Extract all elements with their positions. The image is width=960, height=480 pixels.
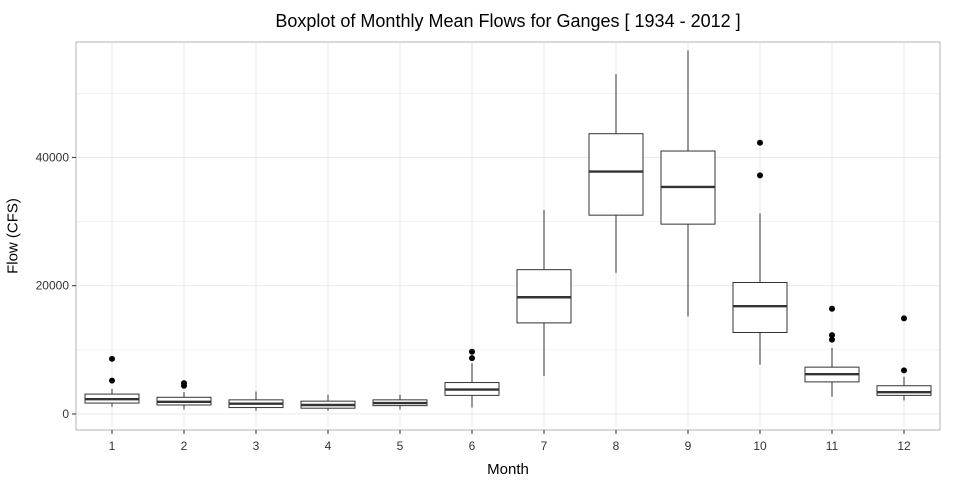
x-tick-label: 4 (325, 439, 332, 453)
x-tick-label: 2 (181, 439, 188, 453)
x-tick-label: 8 (613, 439, 620, 453)
outlier-point (901, 315, 907, 322)
outlier-point (901, 367, 907, 374)
outlier-point (829, 332, 835, 339)
y-tick-label: 40000 (36, 150, 70, 164)
x-axis-label: Month (487, 461, 529, 478)
outlier-point (757, 139, 763, 146)
x-tick-label: 5 (397, 439, 404, 453)
box-month-10 (732, 281, 788, 334)
x-tick-label: 11 (826, 439, 839, 453)
outlier-point (109, 377, 115, 384)
outlier-point (109, 355, 115, 362)
x-tick-label: 3 (253, 439, 260, 453)
x-tick-label: 10 (753, 439, 767, 453)
x-tick-label: 1 (109, 439, 116, 453)
box-month-12 (876, 385, 932, 396)
plot-panel-border (75, 41, 941, 431)
outlier-point (829, 336, 835, 343)
outlier-point (181, 380, 187, 387)
outlier-point (469, 348, 475, 355)
x-tick-label: 6 (469, 439, 476, 453)
outlier-point (829, 305, 835, 312)
x-tick-label: 9 (685, 439, 692, 453)
x-tick-label: 7 (541, 439, 548, 453)
chart-title: Boxplot of Monthly Mean Flows for Ganges… (275, 11, 741, 31)
outlier-point (757, 172, 763, 179)
outlier-point (469, 355, 475, 362)
x-tick-label: 12 (897, 439, 911, 453)
y-tick-label: 20000 (36, 279, 70, 293)
y-tick-label: 0 (62, 407, 69, 421)
box-month-8 (588, 133, 644, 216)
